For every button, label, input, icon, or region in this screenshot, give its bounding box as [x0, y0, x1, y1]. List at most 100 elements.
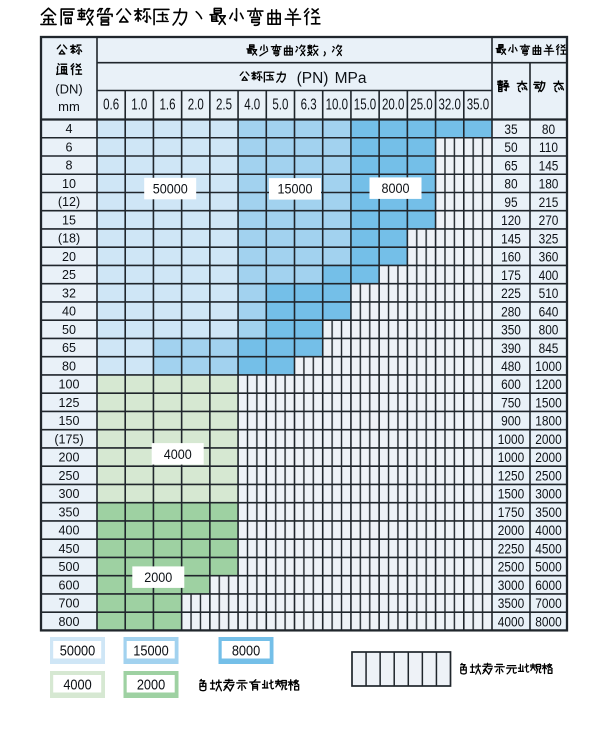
svg-text:15000: 15000 [278, 181, 313, 197]
svg-text:1250: 1250 [498, 468, 524, 484]
svg-text:32: 32 [62, 285, 76, 300]
svg-text:MPa: MPa [335, 70, 367, 87]
svg-text:65: 65 [62, 340, 76, 355]
svg-text:2000: 2000 [535, 449, 561, 465]
svg-text:6: 6 [66, 139, 73, 154]
svg-text:750: 750 [501, 395, 521, 411]
svg-text:1500: 1500 [498, 486, 524, 502]
svg-text:80: 80 [62, 358, 76, 373]
svg-text:100: 100 [59, 376, 80, 391]
svg-text:80: 80 [504, 176, 517, 192]
svg-text:1.6: 1.6 [159, 94, 175, 112]
svg-text:8000: 8000 [535, 614, 561, 630]
svg-text:8000: 8000 [232, 641, 261, 658]
svg-text:50: 50 [62, 322, 76, 337]
svg-text:110: 110 [539, 139, 558, 155]
svg-text:20: 20 [62, 249, 76, 264]
svg-text:25: 25 [62, 267, 76, 282]
svg-text:80: 80 [542, 121, 555, 137]
svg-text:175: 175 [501, 267, 521, 283]
svg-text:3500: 3500 [498, 595, 524, 611]
svg-text:20.0: 20.0 [382, 94, 405, 112]
svg-text:3500: 3500 [535, 504, 561, 520]
svg-text:15.0: 15.0 [354, 94, 377, 112]
svg-text:400: 400 [539, 267, 559, 283]
svg-text:95: 95 [504, 194, 517, 210]
svg-text:25.0: 25.0 [410, 94, 433, 112]
svg-text:215: 215 [539, 194, 559, 210]
svg-text:250: 250 [59, 468, 80, 483]
svg-text:4000: 4000 [498, 614, 524, 630]
svg-text:0.6: 0.6 [103, 94, 119, 112]
svg-text:1000: 1000 [498, 431, 524, 447]
svg-text:700: 700 [59, 595, 80, 610]
svg-text:(DN): (DN) [55, 82, 82, 97]
svg-text:120: 120 [501, 212, 521, 228]
svg-text:350: 350 [59, 504, 80, 519]
svg-text:1.0: 1.0 [131, 94, 147, 112]
svg-text:(12): (12) [58, 194, 80, 209]
svg-text:800: 800 [539, 322, 559, 338]
svg-text:(18): (18) [58, 230, 80, 245]
svg-text:145: 145 [539, 157, 559, 173]
svg-text:500: 500 [59, 559, 80, 574]
svg-text:1200: 1200 [535, 376, 561, 392]
svg-text:15000: 15000 [133, 641, 169, 658]
svg-text:32.0: 32.0 [438, 94, 461, 112]
svg-text:1800: 1800 [535, 413, 561, 429]
svg-text:600: 600 [501, 376, 521, 392]
svg-text:125: 125 [59, 395, 80, 410]
svg-text:50000: 50000 [60, 641, 96, 658]
svg-text:2500: 2500 [535, 468, 561, 484]
svg-text:3000: 3000 [535, 486, 561, 502]
svg-text:1750: 1750 [498, 504, 524, 520]
svg-text:3000: 3000 [498, 577, 524, 593]
svg-text:400: 400 [59, 522, 80, 537]
svg-text:1000: 1000 [535, 358, 561, 374]
svg-text:450: 450 [59, 541, 80, 556]
svg-text:180: 180 [539, 176, 559, 192]
svg-text:600: 600 [59, 577, 80, 592]
svg-text:mm: mm [58, 99, 80, 114]
svg-text:145: 145 [501, 230, 521, 246]
svg-text:160: 160 [501, 249, 521, 265]
svg-text:4000: 4000 [63, 675, 92, 692]
svg-text:4: 4 [66, 121, 73, 136]
svg-text:325: 325 [539, 230, 559, 246]
svg-text:10.0: 10.0 [326, 94, 349, 112]
svg-text:800: 800 [59, 614, 80, 629]
svg-text:200: 200 [59, 449, 80, 464]
svg-text:2000: 2000 [137, 675, 166, 692]
svg-text:225: 225 [501, 285, 521, 301]
svg-text:2000: 2000 [535, 431, 561, 447]
svg-text:900: 900 [501, 413, 521, 429]
svg-text:5000: 5000 [535, 559, 561, 575]
svg-text:640: 640 [539, 303, 559, 319]
svg-text:510: 510 [539, 285, 559, 301]
svg-text:845: 845 [539, 340, 559, 356]
svg-text:350: 350 [501, 322, 521, 338]
svg-text:390: 390 [501, 340, 521, 356]
svg-text:10: 10 [62, 176, 76, 191]
svg-text:(175): (175) [54, 431, 83, 446]
svg-text:4000: 4000 [535, 522, 561, 538]
svg-text:150: 150 [59, 413, 80, 428]
svg-text:1500: 1500 [535, 395, 561, 411]
svg-text:2250: 2250 [498, 541, 524, 557]
svg-text:4.0: 4.0 [244, 94, 260, 112]
svg-text:15: 15 [62, 212, 76, 227]
svg-text:8: 8 [66, 157, 73, 172]
svg-text:2000: 2000 [498, 522, 524, 538]
svg-text:4500: 4500 [535, 541, 561, 557]
svg-text:2500: 2500 [498, 559, 524, 575]
svg-text:1000: 1000 [498, 449, 524, 465]
svg-text:280: 280 [501, 303, 521, 319]
svg-text:50: 50 [504, 139, 517, 155]
svg-text:2.5: 2.5 [216, 94, 232, 112]
svg-text:4000: 4000 [164, 446, 192, 462]
svg-text:40: 40 [62, 303, 76, 318]
svg-text:50000: 50000 [153, 181, 188, 197]
svg-text:7000: 7000 [535, 595, 561, 611]
svg-text:65: 65 [504, 157, 517, 173]
svg-text:480: 480 [501, 358, 521, 374]
